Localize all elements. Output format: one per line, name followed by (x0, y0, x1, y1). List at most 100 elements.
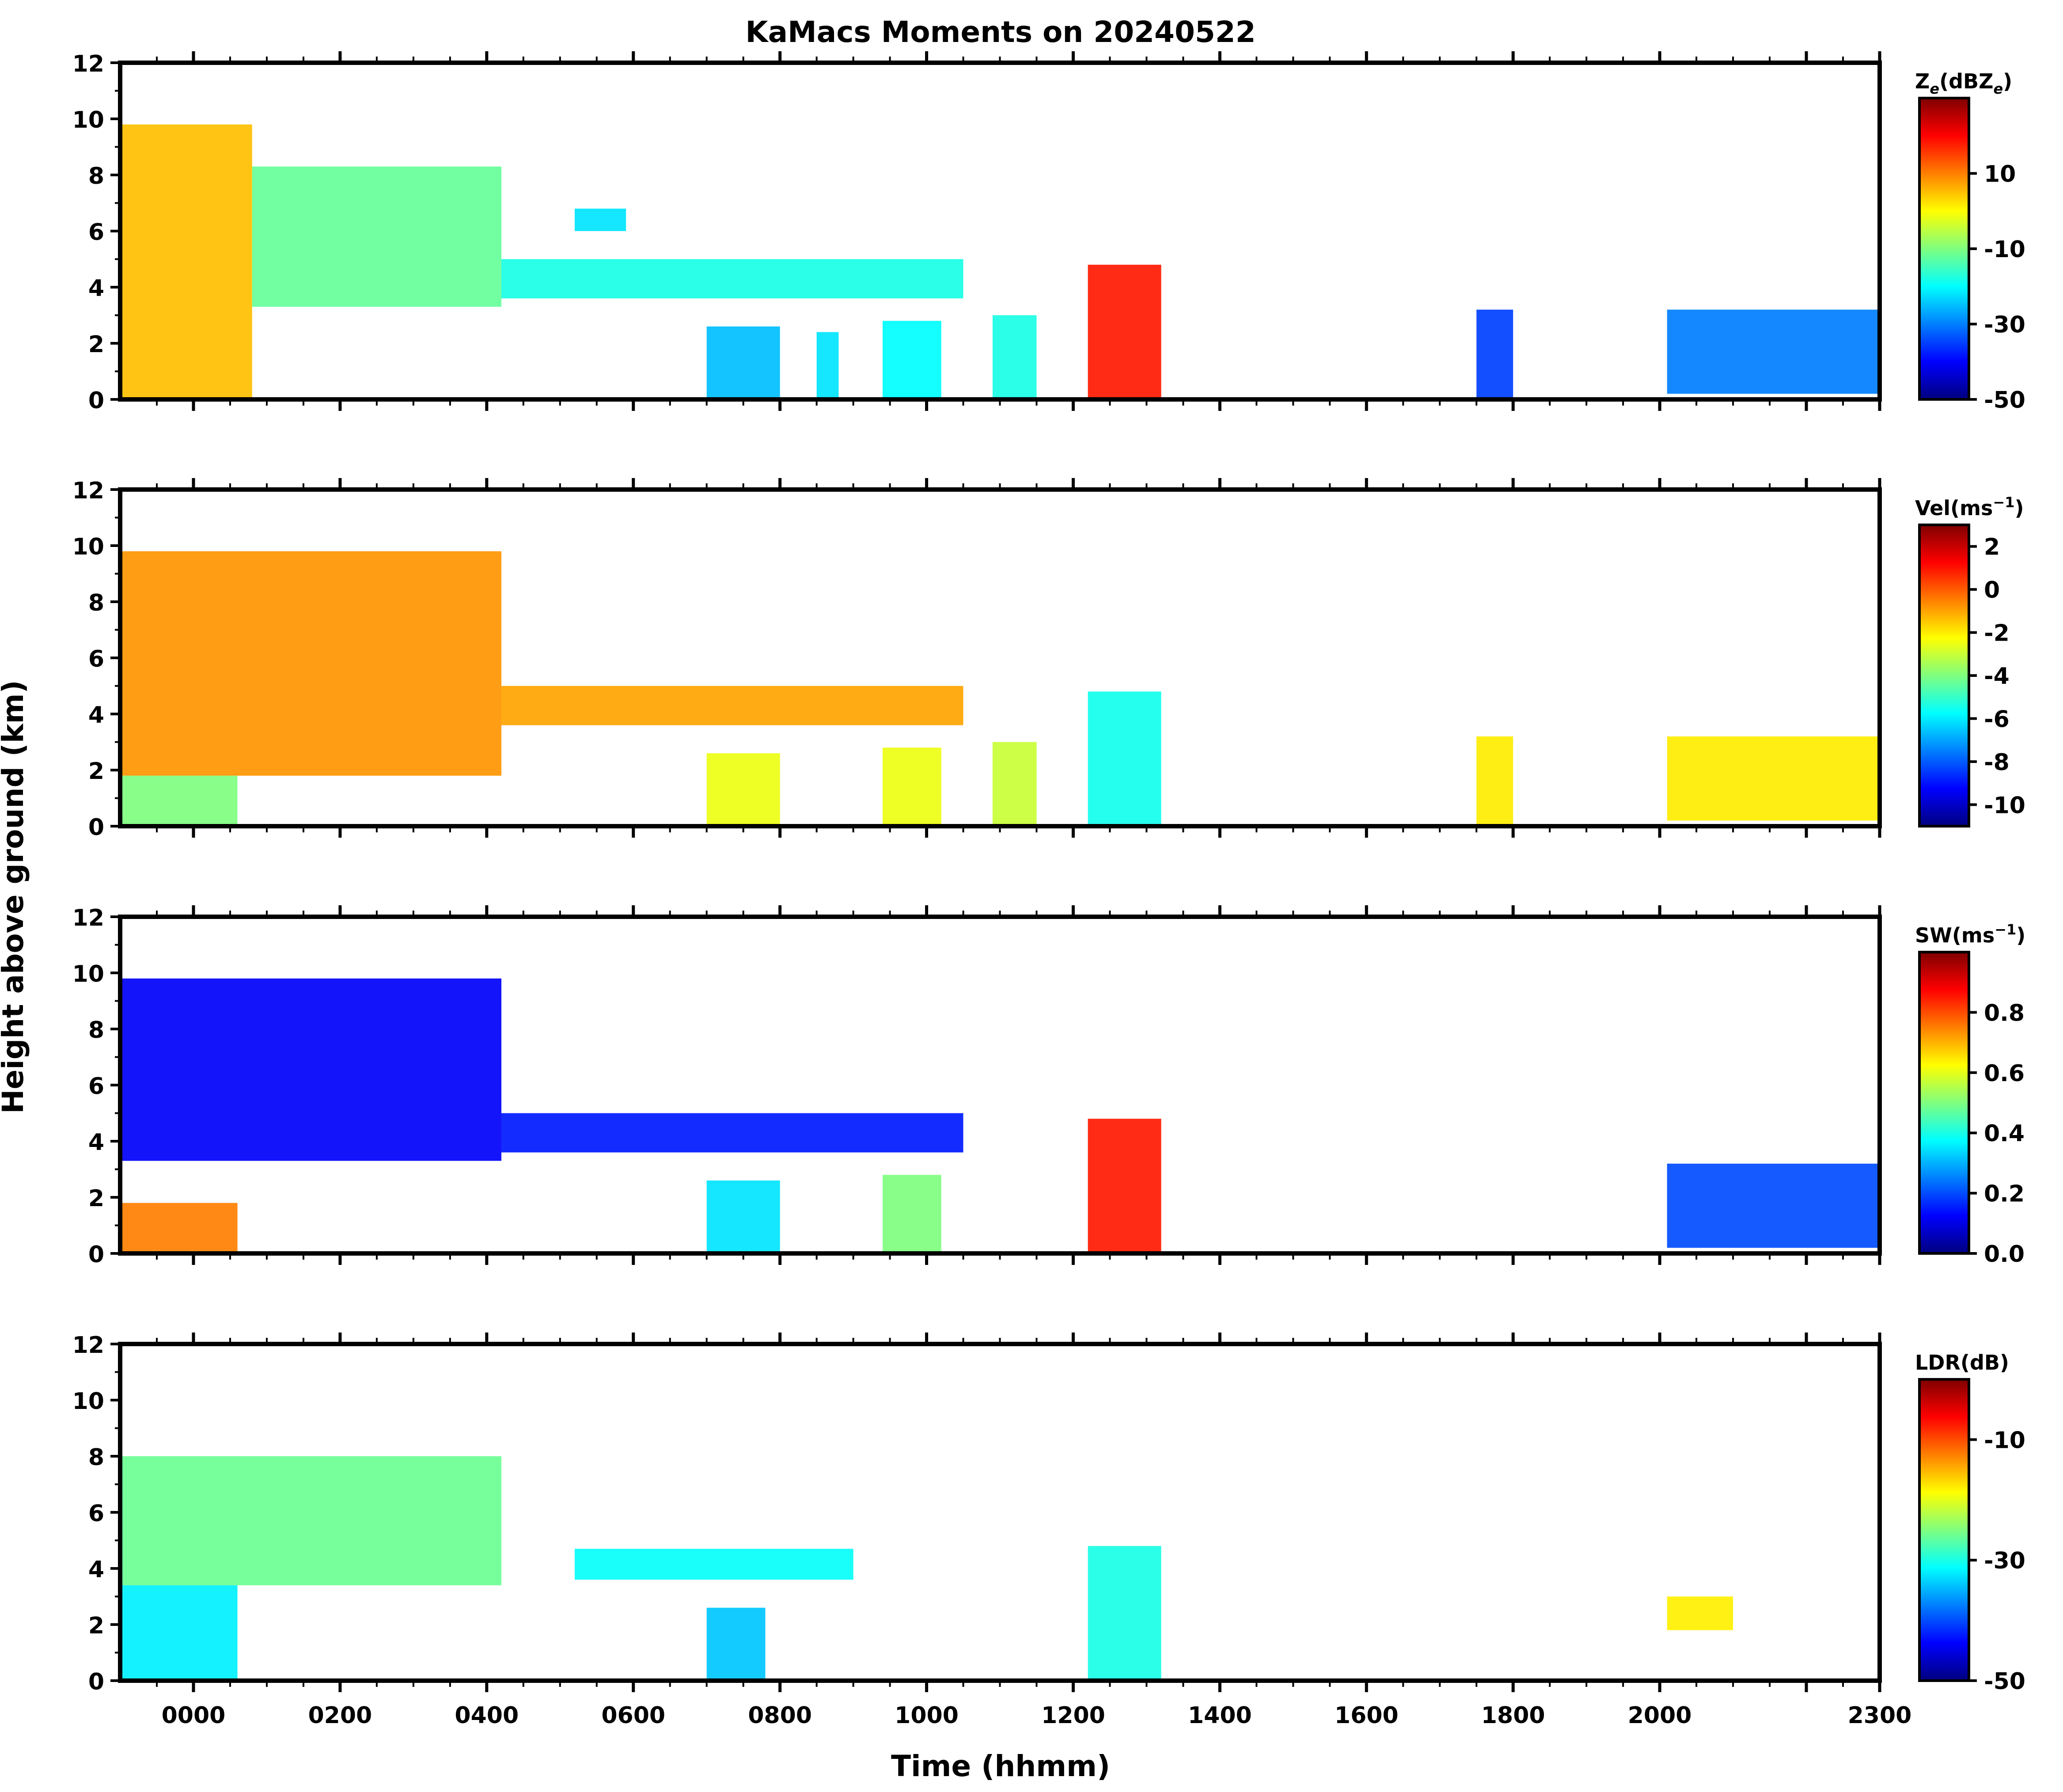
data-region-sw-1 (120, 1203, 238, 1253)
y-tick-label-ze-5: 10 (72, 107, 104, 133)
data-region-ze-1 (252, 166, 501, 307)
colorbar-tick-label-ldr-0: -50 (1984, 1668, 2025, 1695)
panels-layer: 0 2 4 6 8 10 12 -50 -30 -10 10 Ze(dBZe) 0 2 4 6 8 10 12 -10… (72, 51, 2026, 1729)
data-region-ze-5 (816, 332, 839, 399)
colorbar-tick-label-ze-1: -30 (1984, 312, 2025, 338)
data-region-vel-7 (1476, 736, 1513, 826)
y-tick-label-ldr-2: 4 (88, 1557, 104, 1583)
colorbar-tick-label-ldr-1: -30 (1984, 1548, 2025, 1574)
panel-ldr-data (120, 1456, 1733, 1681)
data-region-ze-0 (120, 124, 252, 399)
x-tick-label-4: 0800 (748, 1702, 812, 1729)
y-tick-label-ldr-4: 8 (88, 1444, 104, 1471)
data-region-vel-8 (1667, 736, 1880, 821)
data-region-vel-3 (706, 753, 780, 826)
colorbar-tick-label-ze-2: -10 (1984, 236, 2025, 263)
colorbar-tick-label-sw-0: 0.0 (1984, 1241, 2025, 1268)
data-region-sw-3 (706, 1180, 780, 1253)
data-region-vel-4 (882, 748, 941, 826)
data-region-ldr-5 (1667, 1596, 1733, 1630)
colorbar-label-vel: Vel(ms−1) (1915, 494, 2024, 520)
data-region-sw-4 (882, 1175, 941, 1253)
data-region-ldr-0 (120, 1456, 501, 1586)
data-region-vel-2 (501, 686, 963, 725)
x-tick-label-9: 1800 (1481, 1702, 1545, 1729)
y-tick-label-ze-1: 2 (88, 331, 104, 358)
data-region-ze-8 (1088, 265, 1161, 399)
panel-sw-data (120, 978, 1880, 1253)
y-tick-label-vel-0: 0 (88, 814, 104, 841)
data-region-vel-6 (1088, 691, 1161, 826)
panel-ze: 0 2 4 6 8 10 12 -50 -30 -10 10 Ze(dBZe) (72, 51, 2025, 414)
colorbar-tick-label-vel-5: 0 (1984, 577, 2000, 604)
data-region-ze-4 (706, 326, 780, 399)
y-tick-label-ldr-1: 2 (88, 1613, 104, 1639)
colorbar-tick-label-vel-3: -4 (1984, 663, 2010, 690)
panel-sw: 0 2 4 6 8 10 12 0.0 0.2 0.4 0.6 0.8 SW(ms−1) (72, 905, 2026, 1268)
y-tick-label-vel-4: 8 (88, 590, 104, 616)
x-tick-label-3: 0600 (601, 1702, 665, 1729)
y-tick-label-sw-4: 8 (88, 1017, 104, 1044)
data-region-vel-5 (992, 742, 1037, 826)
y-tick-label-ze-3: 6 (88, 219, 104, 246)
y-tick-label-ldr-3: 6 (88, 1500, 104, 1527)
colorbar-tick-label-vel-1: -8 (1984, 749, 2010, 776)
colorbar-tick-label-ldr-2: -10 (1984, 1427, 2025, 1454)
y-tick-label-ze-6: 12 (72, 51, 104, 77)
data-region-ldr-2 (574, 1549, 853, 1580)
x-axis-label: Time (hhmm) (891, 1749, 1110, 1783)
data-region-ldr-4 (1088, 1546, 1161, 1681)
y-tick-label-ze-2: 4 (88, 275, 104, 302)
data-region-ze-10 (1667, 309, 1880, 394)
data-region-vel-0 (120, 551, 501, 776)
colorbar-tick-label-sw-2: 0.4 (1984, 1120, 2025, 1147)
y-tick-label-ze-4: 8 (88, 163, 104, 190)
y-axis-label: Height above ground (km) (0, 680, 30, 1114)
data-region-ze-9 (1476, 309, 1513, 399)
data-region-ldr-1 (120, 1585, 238, 1681)
x-tick-label-10: 2000 (1628, 1702, 1692, 1729)
y-tick-label-vel-6: 12 (72, 478, 104, 504)
data-region-sw-6 (1667, 1163, 1880, 1248)
colorbar-tick-label-vel-6: 2 (1984, 534, 2000, 561)
panel-ldr: 0 2 4 6 8 10 12 0000 0200 0400 0600 0800 1000 1200 140… (72, 1332, 2025, 1729)
colorbar-tick-label-sw-4: 0.8 (1984, 1000, 2025, 1026)
y-tick-label-vel-5: 10 (72, 534, 104, 560)
colorbar-tick-label-ze-3: 10 (1984, 161, 2016, 188)
data-region-vel-1 (120, 775, 238, 826)
y-tick-label-ldr-5: 10 (72, 1388, 104, 1415)
y-tick-label-sw-6: 12 (72, 905, 104, 931)
x-tick-label-2: 0400 (455, 1702, 519, 1729)
colorbar-tick-label-vel-2: -6 (1984, 706, 2010, 733)
data-region-ze-6 (882, 321, 941, 399)
panel-ze-data (120, 124, 1880, 399)
x-tick-label-11: 2300 (1848, 1702, 1912, 1729)
data-region-ze-3 (574, 209, 626, 231)
data-region-ze-7 (992, 315, 1037, 399)
x-tick-label-1: 0200 (308, 1702, 372, 1729)
x-tick-label-7: 1400 (1188, 1702, 1252, 1729)
colorbar-tick-label-vel-4: -2 (1984, 620, 2010, 647)
colorbar-ldr (1918, 1378, 1970, 1682)
colorbar-sw (1918, 951, 1970, 1255)
panel-vel: 0 2 4 6 8 10 12 -10 -8 -6 -4 -2 0 2 Vel(ms−1) (72, 478, 2025, 841)
colorbar-label-ze: Ze(dBZe) (1915, 69, 2012, 97)
y-tick-label-sw-1: 2 (88, 1185, 104, 1212)
data-region-sw-0 (120, 978, 501, 1161)
data-region-ldr-3 (706, 1607, 766, 1681)
y-tick-label-sw-3: 6 (88, 1073, 104, 1100)
y-tick-label-vel-3: 6 (88, 646, 104, 672)
y-tick-label-ze-0: 0 (88, 387, 104, 414)
x-tick-label-8: 1600 (1335, 1702, 1399, 1729)
panel-vel-data (120, 551, 1880, 826)
colorbar-tick-label-vel-0: -10 (1984, 792, 2025, 819)
data-region-ze-2 (501, 259, 963, 299)
colorbar-label-sw: SW(ms−1) (1915, 921, 2025, 947)
colorbar-tick-label-ze-0: -50 (1984, 387, 2025, 414)
colorbar-vel (1918, 524, 1970, 828)
colorbar-label-ldr: LDR(dB) (1915, 1351, 2009, 1374)
x-tick-label-0: 0000 (162, 1702, 226, 1729)
data-region-sw-2 (501, 1113, 963, 1153)
